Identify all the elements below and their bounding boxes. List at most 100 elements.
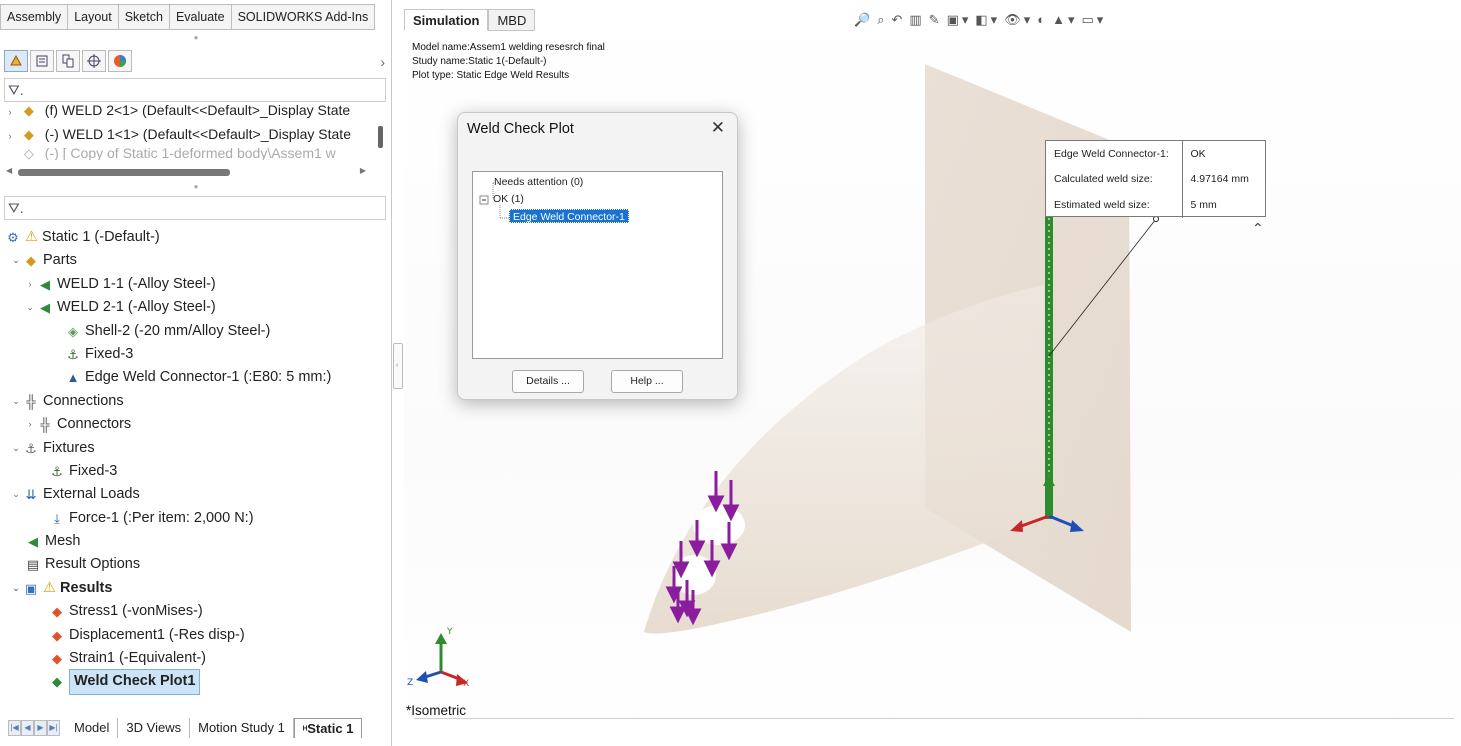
tree-item-edge-weld-connector[interactable]: Edge Weld Connector-1: [509, 209, 629, 223]
tree-weld-1-1[interactable]: › ◀ WELD 1-1 (-Alloy Steel-): [4, 273, 389, 296]
apply-scene-icon[interactable]: ▲▾: [1052, 12, 1078, 27]
tab-layout[interactable]: Layout: [68, 4, 119, 30]
panel-grip[interactable]: ●: [193, 33, 199, 42]
zoom-to-fit-icon[interactable]: 🔎: [854, 12, 874, 27]
tree-force-1[interactable]: ⤓ Force-1 (:Per item: 2,000 N:): [4, 507, 389, 530]
display-manager-icon[interactable]: [108, 50, 132, 72]
last-tab-icon[interactable]: ▶|: [47, 720, 60, 736]
zoom-to-area-icon[interactable]: ⌕: [877, 12, 888, 27]
dynamic-annotation-icon[interactable]: ✎: [928, 12, 943, 27]
tab-mbd[interactable]: MBD: [488, 9, 536, 31]
prev-tab-icon[interactable]: ◀: [21, 720, 34, 736]
tree-item-weld2[interactable]: › ◆ (f) WELD 2<1> (Default<<Default>_Dis…: [4, 98, 382, 122]
chevron-right-icon[interactable]: ›: [8, 107, 12, 117]
chevron-right-icon[interactable]: ›: [28, 278, 32, 289]
tree-external-loads[interactable]: ⌄ ⇊ External Loads: [4, 483, 389, 506]
filter-icon: ⛛.: [8, 200, 24, 216]
triad-x-arrow: [1010, 520, 1023, 532]
tab-solidworks-addins[interactable]: SOLIDWORKS Add-Ins: [231, 4, 376, 30]
tree-fixtures[interactable]: ⌄ ⚓ Fixtures: [4, 437, 389, 460]
tree-parts[interactable]: ⌄ ◆ Parts: [4, 249, 389, 272]
tab-model[interactable]: Model: [66, 718, 119, 738]
tree-result-options[interactable]: ▤ Result Options: [4, 553, 389, 576]
previous-view-icon[interactable]: ↶: [891, 12, 906, 27]
scroll-left-icon[interactable]: ◀: [6, 166, 13, 175]
force-arrows: [665, 471, 740, 626]
tree-fixed-3b[interactable]: ⚓ Fixed-3: [4, 460, 389, 483]
configuration-manager-icon[interactable]: [56, 50, 80, 72]
chevron-down-icon[interactable]: ⌄: [12, 442, 20, 453]
display-style-icon[interactable]: ◧▾: [975, 12, 1001, 27]
view-orientation-icon[interactable]: ▣▾: [946, 12, 972, 27]
chevron-right-icon[interactable]: ›: [8, 131, 12, 141]
graphics-tabs: Simulation MBD: [404, 9, 536, 31]
chevron-down-icon[interactable]: ⌄: [12, 255, 20, 266]
chevron-down-icon[interactable]: ⌄: [12, 395, 20, 406]
fixture-icon: ⚓: [51, 463, 63, 479]
annotation-leader: [1048, 218, 1157, 357]
weld-check-plot-dialog: Weld Check Plot ✕ Needs attention (0) OK…: [457, 112, 738, 400]
panel-grip[interactable]: ●: [193, 182, 199, 191]
tree-connectors[interactable]: › ╬ Connectors: [4, 413, 389, 436]
tree-connections[interactable]: ⌄ ╬ Connections: [4, 390, 389, 413]
section-view-icon[interactable]: ▥: [909, 12, 925, 27]
tab-evaluate[interactable]: Evaluate: [169, 4, 232, 30]
tree-edge-weld-connector[interactable]: ▲ Edge Weld Connector-1 (:E80: 5 mm:): [4, 366, 389, 389]
filter-input[interactable]: ⛛.: [4, 78, 386, 102]
chevron-down-icon[interactable]: ⌄: [12, 489, 20, 500]
property-manager-icon[interactable]: [30, 50, 54, 72]
tree-shell-2[interactable]: ◈ Shell-2 (-20 mm/Alloy Steel-): [4, 320, 389, 343]
load-patch: [693, 505, 745, 545]
tree-weld-2-1[interactable]: ⌄ ◀ WELD 2-1 (-Alloy Steel-): [4, 296, 389, 319]
tab-assembly[interactable]: Assembly: [0, 4, 69, 30]
tree-item-needs-attention[interactable]: Needs attention (0): [494, 176, 584, 188]
tree-mesh[interactable]: ◀ Mesh: [4, 530, 389, 553]
triad-y-arrow: [1043, 475, 1055, 486]
edit-appearance-icon[interactable]: ◐: [1037, 12, 1049, 27]
tree-study[interactable]: ⚙ ⚠ Static 1 (-Default-): [4, 226, 389, 249]
tab-static-1[interactable]: ᴴStatic 1: [293, 718, 363, 738]
scrollbar-thumb[interactable]: [18, 169, 230, 176]
tree-item-ok[interactable]: OK (1): [493, 193, 524, 205]
tab-sketch[interactable]: Sketch: [118, 4, 170, 30]
view-settings-icon[interactable]: ▭▾: [1081, 12, 1107, 27]
tree-item-weld1[interactable]: › ◆ (-) WELD 1<1> (Default<<Default>_Dis…: [4, 122, 382, 146]
results-folder-icon: ▣: [24, 580, 38, 596]
tree-stress1[interactable]: ◆ Stress1 (-vonMises-): [4, 600, 389, 623]
tree-strain1[interactable]: ◆ Strain1 (-Equivalent-): [4, 647, 389, 670]
help-button[interactable]: Help ...: [611, 370, 683, 393]
fixtures-icon: ⚓: [25, 440, 37, 456]
scroll-right-icon[interactable]: ▶: [359, 166, 366, 175]
model-info: Model name:Assem1 welding resesrch final…: [412, 42, 605, 81]
tab-motion-study[interactable]: Motion Study 1: [190, 718, 294, 738]
panel-splitter[interactable]: ‹: [393, 343, 403, 389]
tab-simulation[interactable]: Simulation: [404, 9, 489, 31]
weld-result-annotation[interactable]: Edge Weld Connector-1: OK Calculated wel…: [1045, 140, 1266, 218]
filter-input[interactable]: ⛛.: [4, 196, 386, 220]
tab-3d-views[interactable]: 3D Views: [118, 718, 191, 738]
horizontal-scrollbar[interactable]: ◀ ▶: [6, 166, 366, 178]
close-icon[interactable]: ✕: [710, 118, 725, 137]
chevron-right-icon[interactable]: ›: [380, 54, 385, 70]
tree-item-copy-static[interactable]: ◇ (-) [ Copy of Static 1-deformed body\A…: [4, 146, 382, 160]
tree-fixed-3[interactable]: ⚓ Fixed-3: [4, 343, 389, 366]
table-row: Calculated weld size: 4.97164 mm: [1046, 166, 1265, 193]
chevron-down-icon[interactable]: ⌄: [12, 582, 20, 593]
tree-displacement1[interactable]: ◆ Displacement1 (-Res disp-): [4, 624, 389, 647]
tree-weld-check-plot1[interactable]: ◆ Weld Check Plot1: [4, 669, 389, 695]
details-button[interactable]: Details ...: [512, 370, 584, 393]
first-tab-icon[interactable]: |◀: [8, 720, 21, 736]
vertical-scrollbar[interactable]: [378, 126, 383, 148]
chevron-up-icon[interactable]: ⌃: [1252, 221, 1264, 237]
calculated-weld-size-value: 4.97164 mm: [1190, 173, 1249, 186]
tree-results[interactable]: ⌄ ▣ ⚠ Results: [4, 577, 389, 600]
heads-up-toolbar: 🔎 ⌕ ↶ ▥ ✎ ▣▾ ◧▾ 👁▾ ◐ ▲▾ ▭▾: [854, 12, 1110, 28]
connectors-icon: ╬: [40, 417, 50, 433]
chevron-right-icon[interactable]: ›: [28, 419, 32, 430]
next-tab-icon[interactable]: ▶: [34, 720, 47, 736]
feature-manager-icon[interactable]: [4, 50, 28, 72]
dimxpert-icon[interactable]: [82, 50, 106, 72]
hide-show-items-icon[interactable]: 👁▾: [1004, 12, 1034, 27]
chevron-down-icon[interactable]: ⌄: [26, 302, 34, 313]
part-icon: ◆: [23, 103, 34, 118]
